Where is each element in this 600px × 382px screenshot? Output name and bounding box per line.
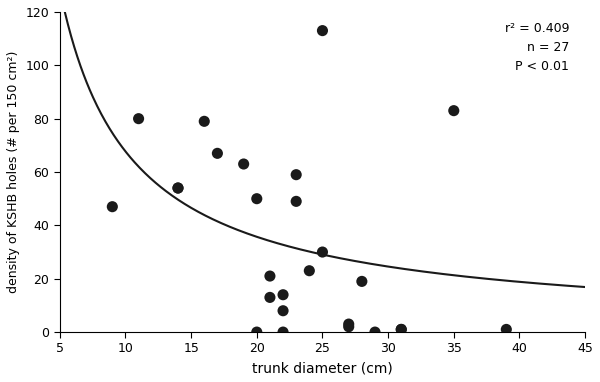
Point — [357, 278, 367, 285]
Point — [265, 273, 275, 279]
Point — [107, 204, 117, 210]
Point — [344, 321, 353, 327]
Point — [317, 249, 327, 255]
Point — [252, 196, 262, 202]
Point — [397, 326, 406, 332]
Point — [265, 295, 275, 301]
Text: r² = 0.409
n = 27
P < 0.01: r² = 0.409 n = 27 P < 0.01 — [505, 21, 569, 73]
Point — [317, 28, 327, 34]
Point — [344, 324, 353, 330]
Point — [292, 198, 301, 204]
Point — [397, 326, 406, 332]
Point — [239, 161, 248, 167]
X-axis label: trunk diameter (cm): trunk diameter (cm) — [252, 361, 393, 375]
Point — [278, 292, 288, 298]
Point — [502, 326, 511, 332]
Point — [278, 308, 288, 314]
Point — [199, 118, 209, 125]
Point — [173, 185, 183, 191]
Point — [305, 268, 314, 274]
Point — [292, 172, 301, 178]
Point — [370, 329, 380, 335]
Point — [134, 116, 143, 122]
Point — [449, 108, 458, 114]
Point — [278, 329, 288, 335]
Point — [173, 185, 183, 191]
Y-axis label: density of KSHB holes (# per 150 cm²): density of KSHB holes (# per 150 cm²) — [7, 51, 20, 293]
Point — [252, 329, 262, 335]
Point — [212, 150, 222, 156]
